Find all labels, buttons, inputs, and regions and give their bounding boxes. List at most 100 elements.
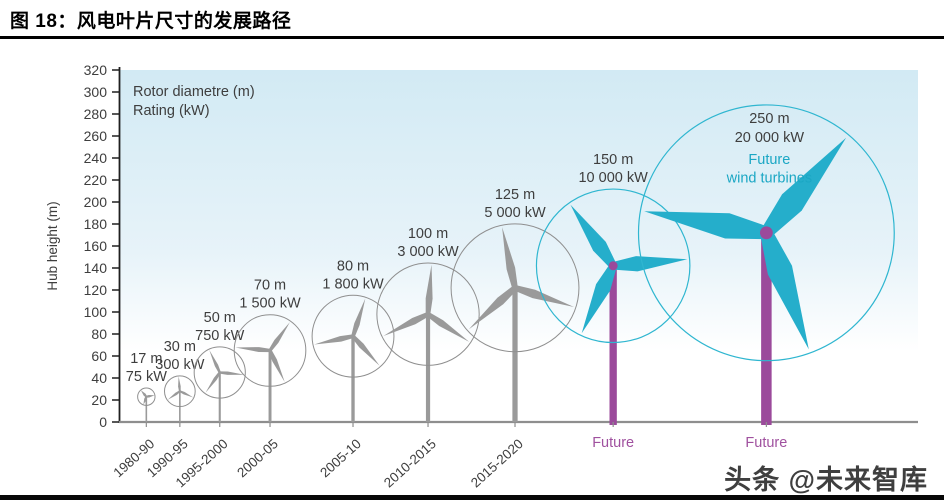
turbine-blade [146,395,155,398]
x-axis-label: 2000-05 [234,436,281,480]
turbine-blade [219,371,245,375]
turbine-blade [268,349,285,382]
bottom-divider [0,495,944,500]
turbine-blade [514,285,574,307]
rotor-diameter-circle [450,223,580,353]
turbine-label: 50 m [204,310,236,326]
turbine-blade [581,264,617,334]
y-tick-label: 20 [91,392,107,408]
turbine-blade [570,204,617,268]
x-axis-label: 2005-10 [317,436,364,480]
turbine-blade [314,334,354,345]
turbine-blade [351,298,366,337]
rotor-diameter-circle [193,346,246,399]
rotor-diameter-circle [376,262,480,366]
turbine-8-250m: 250 m 20 000 kW Future wind turbines Future [637,104,895,451]
turbine-hub [268,349,272,352]
turbine-label: 80 m [337,258,369,274]
turbine-blade [205,371,221,393]
turbine-label: 750 kW [195,328,244,344]
turbine-blade [351,335,380,366]
y-tick-label: 160 [84,238,108,254]
turbine-label: 100 m [408,226,448,242]
turbine-label: 150 m [593,152,633,168]
legend-line: Rating (kW) [133,103,210,119]
turbine-label: 1 800 kW [322,276,384,292]
turbine-blade [426,312,470,342]
x-axis-label: 2015-2020 [468,436,526,490]
turbine-label: 3 000 kW [397,244,459,260]
y-tick-label: 40 [91,370,107,386]
y-axis: 0 20 40 60 80 100 120 140 160 180 200 220 240 260 280 3… [84,62,121,430]
figure-title: 图 18：风电叶片尺寸的发展路径 [10,11,292,32]
turbine-label: 75 kW [126,369,167,385]
turbine-label: 1 500 kW [239,296,301,312]
y-tick-label: 220 [84,172,108,188]
turbine-blade [502,227,518,289]
rotor-diameter-circle [137,387,156,406]
y-tick-label: 120 [84,282,108,298]
x-axis-label: 2010-2015 [381,436,439,490]
turbine-label: 10 000 kW [578,170,648,186]
y-tick-label: 200 [84,194,108,210]
future-wind-turbines-label: wind turbines [726,170,812,186]
turbine-hub [351,334,355,338]
turbine-blade [644,211,768,240]
rotor-diameter-circle [233,314,307,387]
y-tick-label: 180 [84,216,108,232]
turbine-blade [425,264,433,315]
y-tick-label: 60 [91,348,107,364]
turbine-7-150m: 150 m 10 000 kW Future [535,152,691,451]
y-tick-label: 100 [84,304,108,320]
turbine-blade [209,350,221,373]
turbine-blade [761,137,847,237]
turbine-label: 30 m [164,339,196,355]
turbine-hub [608,261,618,271]
turbine-blade [760,230,809,350]
x-axis-label-future: Future [592,435,634,451]
turbine-hub [218,371,221,374]
y-tick-label: 320 [84,62,108,78]
future-wind-turbines-label: Future [748,152,790,168]
y-tick-label: 0 [99,414,107,430]
turbine-blade [167,390,181,400]
turbine-blade [268,322,290,352]
turbine-blade [143,396,148,405]
y-axis-title: Hub height (m) [45,201,60,290]
turbine-label: 17 m [130,351,162,367]
y-tick-label: 80 [91,326,107,342]
y-tick-label: 280 [84,106,108,122]
turbine-label: 20 000 kW [735,130,805,146]
y-tick-label: 240 [84,150,108,166]
turbine-blade [468,285,517,330]
turbine-hub [759,226,773,240]
turbine-blade [235,347,271,353]
legend-line: Rotor diametre (m) [133,84,255,100]
y-tick-label: 260 [84,128,108,144]
rotor-diameter-circle [637,104,895,362]
turbine-blade [178,376,181,392]
turbine-blade [140,390,147,398]
turbine-blade [612,256,688,272]
turbine-blade [179,390,194,398]
turbine-label: 125 m [495,187,535,203]
x-axis-label-future: Future [745,435,787,451]
turbine-label: 300 kW [155,357,204,373]
y-tick-label: 300 [84,84,108,100]
rotor-diameter-circle [535,188,691,344]
watermark-text: 头条 @未来智库 [724,465,928,495]
plot-background [120,70,918,422]
turbine-label: 70 m [254,278,286,294]
turbine-hub [178,390,182,393]
turbine-label: 250 m [749,111,789,127]
turbine-blade [383,312,429,336]
legend: Rotor diametre (m) Rating (kW) [133,84,255,119]
turbine-label: 5 000 kW [484,205,546,221]
turbine-hub [512,285,518,291]
turbine-hub [145,395,148,398]
rotor-diameter-circle [164,375,196,408]
rotor-diameter-circle [311,294,395,378]
turbine-hub [426,312,430,316]
